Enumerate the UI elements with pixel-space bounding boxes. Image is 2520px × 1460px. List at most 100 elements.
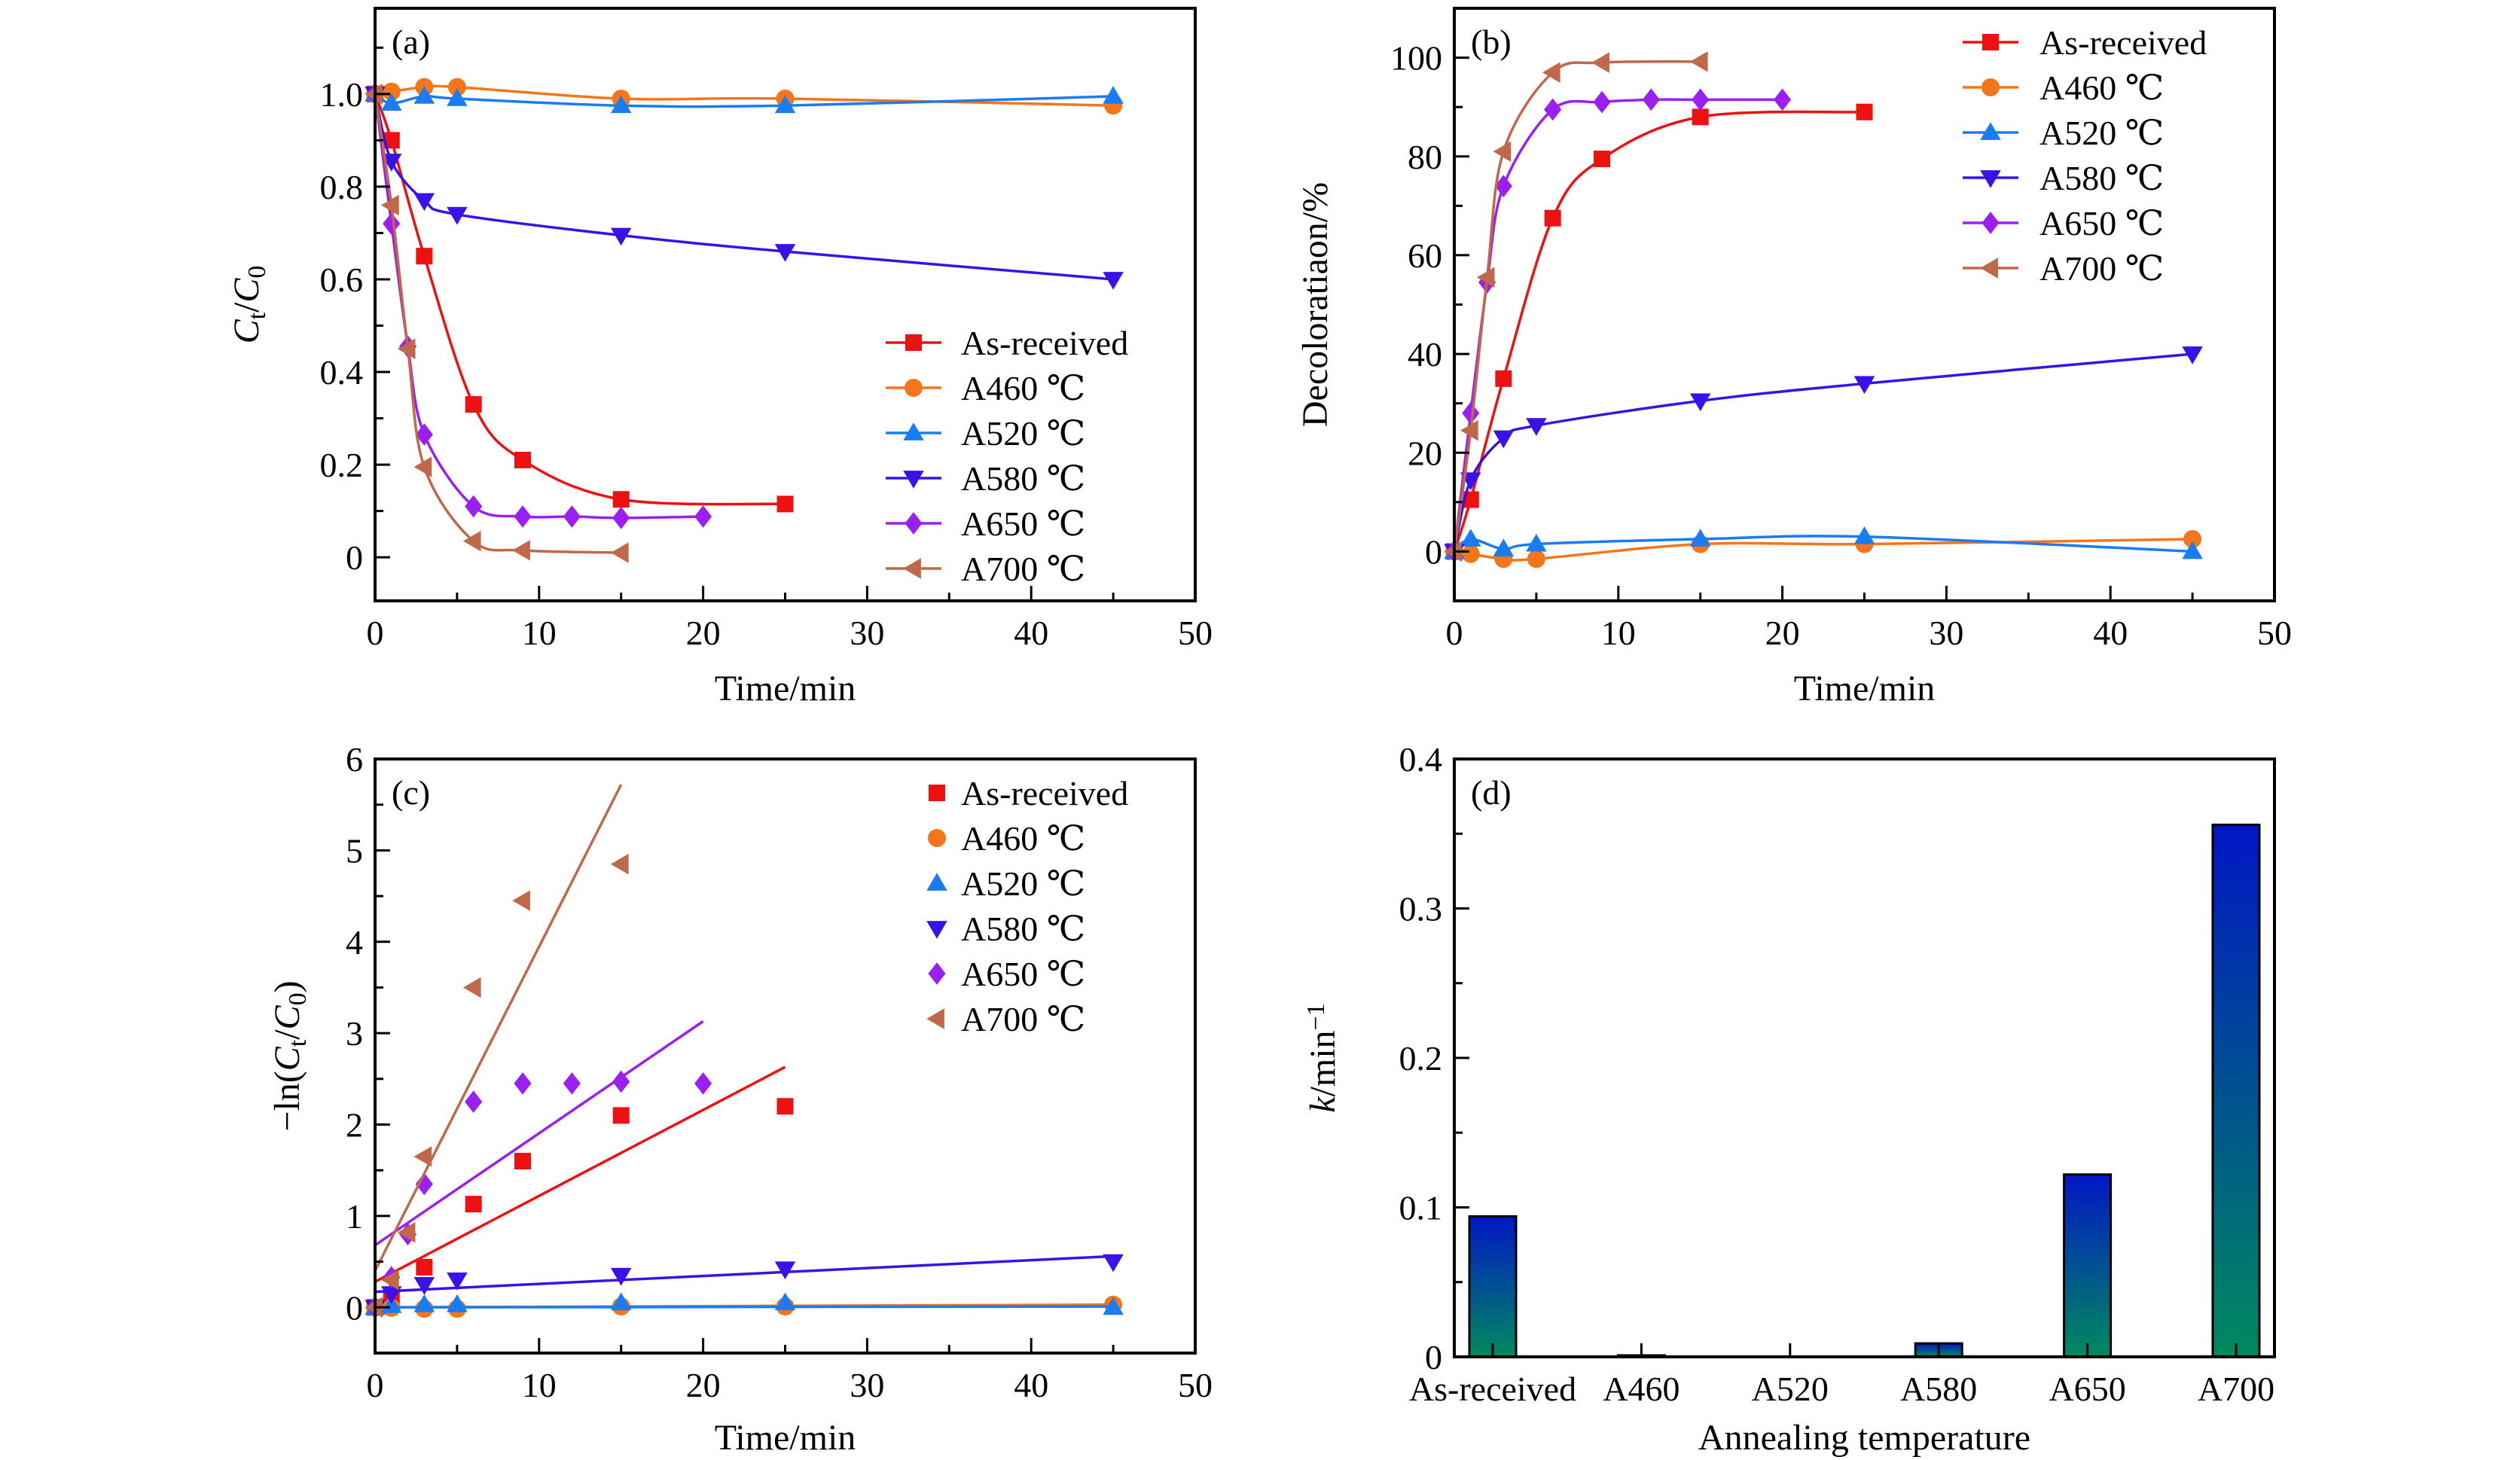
y-axis-label-part: k [1303, 1096, 1343, 1113]
data-point [462, 977, 481, 998]
y-axis-label-part: / [267, 1029, 307, 1040]
series-line [374, 93, 1114, 281]
series-A460 [366, 78, 1123, 115]
data-point [514, 1153, 532, 1170]
data-point [1856, 103, 1873, 120]
data-point [413, 456, 432, 477]
legend-marker [928, 962, 946, 985]
legend-label: A650 ℃ [961, 504, 1085, 543]
data-point [1591, 52, 1609, 73]
legend-item: A650 ℃ [1963, 204, 2164, 242]
series-line [374, 93, 1114, 108]
y-axis-label-part: t [284, 1039, 312, 1047]
data-point [612, 491, 630, 508]
bar-A650 [2063, 1173, 2113, 1358]
data-point [563, 1072, 581, 1095]
x-tick-label: 20 [686, 1366, 721, 1404]
y-axis-label: Ct/C0 [227, 266, 271, 344]
data-point [610, 853, 629, 875]
legend-marker [1982, 212, 2000, 234]
fit-line [374, 784, 623, 1272]
x-tick-label: A580 [1900, 1370, 1977, 1408]
data-point [1103, 1297, 1124, 1315]
legend-label: A700 ℃ [961, 550, 1085, 588]
x-axis-label-part: Annealing temperature [1698, 1418, 2030, 1458]
data-point [774, 1292, 796, 1311]
data-point [612, 1070, 630, 1093]
series-A650 [366, 82, 712, 529]
data-point [694, 505, 712, 528]
data-point [413, 1294, 435, 1312]
data-point [397, 338, 416, 360]
legend-label: A580 ℃ [961, 459, 1085, 498]
data-point [1103, 272, 1124, 290]
data-point [612, 507, 630, 529]
y-tick-label: 0 [346, 538, 363, 577]
y-axis-label-part: t [243, 312, 271, 319]
legend-item: A520 ℃ [926, 864, 1085, 903]
legend-item: A650 ℃ [928, 955, 1085, 993]
data-point [397, 1222, 416, 1243]
data-point [1544, 209, 1561, 227]
legend-label: A700 ℃ [961, 1000, 1085, 1038]
y-axis-label-part: C [227, 278, 267, 303]
y-tick-label: 20 [1408, 434, 1442, 472]
data-point [1493, 430, 1515, 449]
x-tick-label: A460 [1603, 1370, 1679, 1408]
legend-label: As-received [961, 774, 1128, 812]
legend-label: A580 ℃ [2039, 159, 2164, 197]
data-point [1460, 419, 1478, 441]
y-tick-label: 3 [346, 1014, 363, 1053]
data-point [1493, 538, 1515, 557]
legend-marker [1980, 170, 2001, 188]
data-point [512, 890, 530, 911]
data-point [774, 95, 796, 114]
series-A700 [365, 84, 629, 563]
panel-label: (b) [1471, 23, 1512, 61]
data-point [1103, 86, 1124, 104]
data-point [1692, 108, 1709, 126]
data-point [694, 1072, 712, 1095]
data-point [2182, 346, 2203, 364]
y-axis-label-part: C [227, 319, 267, 343]
series-A580 [1444, 346, 2203, 562]
data-point [2182, 541, 2203, 559]
x-axis-label: Time/min [1794, 669, 1936, 709]
x-tick-label: 0 [367, 614, 384, 652]
y-tick-label: 0 [346, 1288, 363, 1327]
data-point [1542, 62, 1561, 84]
x-tick-label: 40 [2093, 614, 2128, 652]
y-axis-label: k/min−1 [1302, 1003, 1343, 1113]
legend-marker [1980, 122, 2001, 140]
data-point [381, 1295, 402, 1313]
data-point [381, 1269, 399, 1291]
y-axis-label-part: Decoloratiaon/% [1295, 182, 1335, 427]
legend-item: As-received [886, 324, 1128, 362]
legend-item: A460 ℃ [928, 819, 1085, 858]
data-point [610, 1292, 632, 1311]
legend-marker [929, 785, 945, 801]
y-axis-label-part: / [227, 302, 267, 312]
x-tick-label: As-received [1409, 1370, 1576, 1408]
data-point [610, 95, 632, 114]
data-point [1460, 529, 1481, 547]
data-point [415, 1172, 433, 1196]
data-point [1526, 533, 1547, 552]
y-tick-label: 4 [346, 923, 363, 962]
y-tick-label: 0.2 [1399, 1039, 1443, 1077]
panel-a: 00.20.40.60.81.00 10 20 30 40 50Time/minCt/C0… [227, 7, 1213, 709]
y-axis-label-part: −1 [1302, 1003, 1330, 1030]
plot-area [365, 78, 1124, 563]
legend-marker [926, 1008, 944, 1029]
legend-marker [1982, 34, 1999, 50]
y-tick-label: 0.6 [320, 261, 364, 299]
panel-label: (d) [1471, 773, 1512, 812]
data-point [413, 193, 435, 212]
data-point [514, 451, 532, 468]
bar-A700 [2211, 823, 2261, 1358]
x-tick-label: A520 [1752, 1370, 1829, 1408]
legend-label: As-received [961, 324, 1128, 362]
fit-line [374, 1020, 704, 1247]
series-A520 [1444, 526, 2203, 559]
